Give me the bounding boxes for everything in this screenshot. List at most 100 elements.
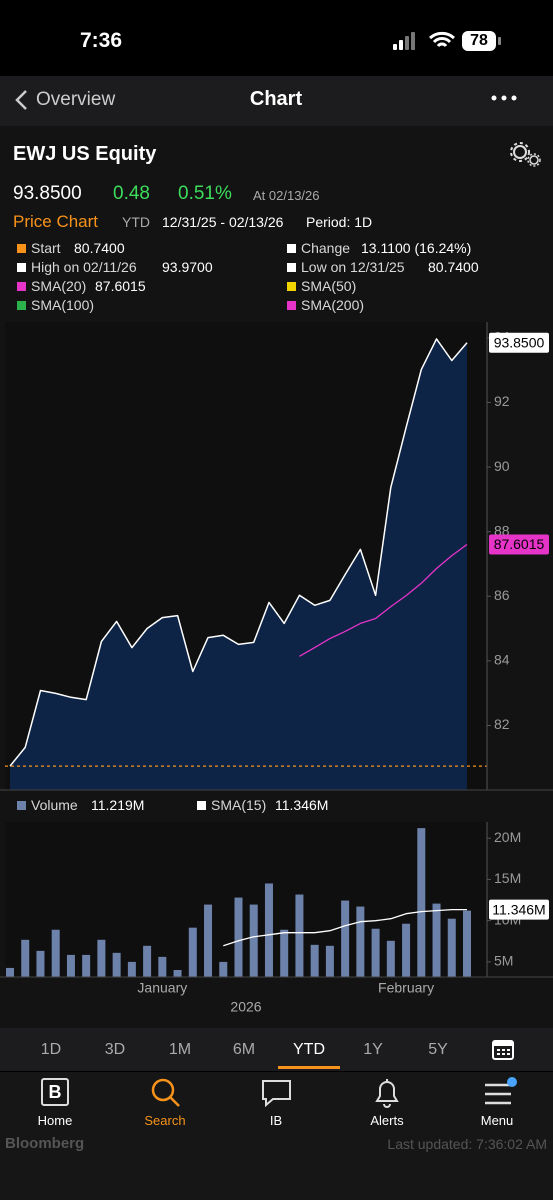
bar [325,945,334,977]
bar [158,956,167,977]
ib-icon[interactable] [261,1079,293,1107]
legend-label: SMA(50) [301,278,357,294]
y-tick-label: 84 [494,652,510,668]
legend-label: SMA(200) [301,297,365,313]
value-badge-label: 11.346M [492,901,545,917]
nav-label[interactable]: IB [269,1113,283,1128]
y-tick-label: 86 [494,587,510,603]
legend-label: Volume [31,797,78,813]
stat-label: Low on 12/31/25 [301,259,405,275]
bar [97,939,106,977]
range-tab[interactable]: 1Y [363,1041,383,1058]
legend-swatch [287,301,296,310]
range-tab[interactable]: 1M [168,1041,192,1058]
bar [36,950,45,977]
nav-label[interactable]: Alerts [370,1113,404,1128]
legend-swatch [287,244,296,253]
more-button[interactable] [490,94,520,102]
bar [386,940,395,977]
security-name: EWJ US Equity [13,143,157,165]
stat-label: High on 02/11/26 [31,259,137,275]
bar [143,945,152,977]
legend-swatch [197,801,206,810]
bar [463,910,471,977]
x-axis-label: 2026 [230,999,261,1015]
home-logo[interactable]: B [41,1078,69,1106]
bar [51,929,60,977]
alerts-icon[interactable] [373,1077,401,1109]
bar [310,944,319,977]
status-icons [393,31,501,51]
settings-button[interactable] [508,140,542,168]
legend-label: SMA(15) [211,797,267,813]
bar [219,961,228,977]
value-badge [489,899,549,920]
legend-swatch [17,263,26,272]
legend-label: SMA(100) [31,297,95,313]
legend-value: 87.6015 [95,278,146,294]
stat-value: 93.9700 [162,259,213,275]
nav-title: Chart [249,88,303,110]
area-fill [10,338,467,790]
range-tab[interactable]: 3D [104,1041,126,1058]
y-tick-label: 92 [494,393,510,409]
range-tab[interactable]: YTD [293,1041,325,1058]
value-badge-label: 87.6015 [494,536,545,552]
stat-value: 80.7400 [74,240,125,256]
back-button[interactable]: Overview [36,89,116,110]
x-tick-label: January [137,980,187,996]
range-tab[interactable]: 5Y [428,1041,448,1058]
series-line [9,338,468,767]
bar [173,969,182,977]
legend-label: SMA(20) [31,278,87,294]
bar [447,918,456,977]
last-updated: Last updated: 7:36:02 AM [387,1136,547,1152]
legend-swatch [17,244,26,253]
bar [371,928,380,977]
bar [402,923,411,977]
price-change-pct: 0.51% [178,183,232,204]
search-icon[interactable] [150,1077,182,1109]
back-icon[interactable] [14,89,30,111]
as-of: At 02/13/26 [253,188,320,203]
nav-label[interactable]: Menu [480,1113,514,1128]
series-line [223,908,467,947]
bar [249,904,258,977]
value-badge [489,534,549,555]
menu-icon[interactable] [482,1076,518,1108]
bar [234,897,243,977]
y-tick-label: 90 [494,458,510,474]
bar [264,883,273,977]
range-tab[interactable]: 1D [40,1041,62,1058]
series-line [299,543,468,657]
nav-label[interactable]: Search [144,1113,186,1128]
range-tab[interactable]: 6M [232,1041,256,1058]
stat-value: 13.1100 (16.24%) [361,240,472,256]
bar [432,903,441,977]
period: Period: 1D [306,214,373,230]
legend-swatch [287,282,296,291]
legend-value: 11.346M [275,797,329,813]
stat-value: 80.7400 [428,259,479,275]
legend-swatch [287,263,296,272]
nav-label[interactable]: Home [37,1113,73,1128]
y-tick-label: 88 [494,522,510,538]
stat-label: Start [31,240,61,256]
tab-underline [278,1066,340,1069]
charts: 8284868890929493.850087.60155M10M15M20MJ… [0,322,553,1015]
y-tick-label: 5M [494,953,513,969]
nav-bar [0,76,553,126]
legend-swatch [17,801,26,810]
legend-value: 11.219M [91,797,145,813]
bar [204,904,213,977]
bar [417,828,426,977]
stat-label: Change [301,240,351,256]
bar [66,954,75,977]
calendar-button[interactable] [492,1038,514,1060]
chart-name: Price Chart [13,212,99,231]
range: YTD [122,214,150,230]
y-tick-label: 20M [494,829,521,845]
legend-swatch [17,282,26,291]
range-tabs [0,1028,553,1071]
